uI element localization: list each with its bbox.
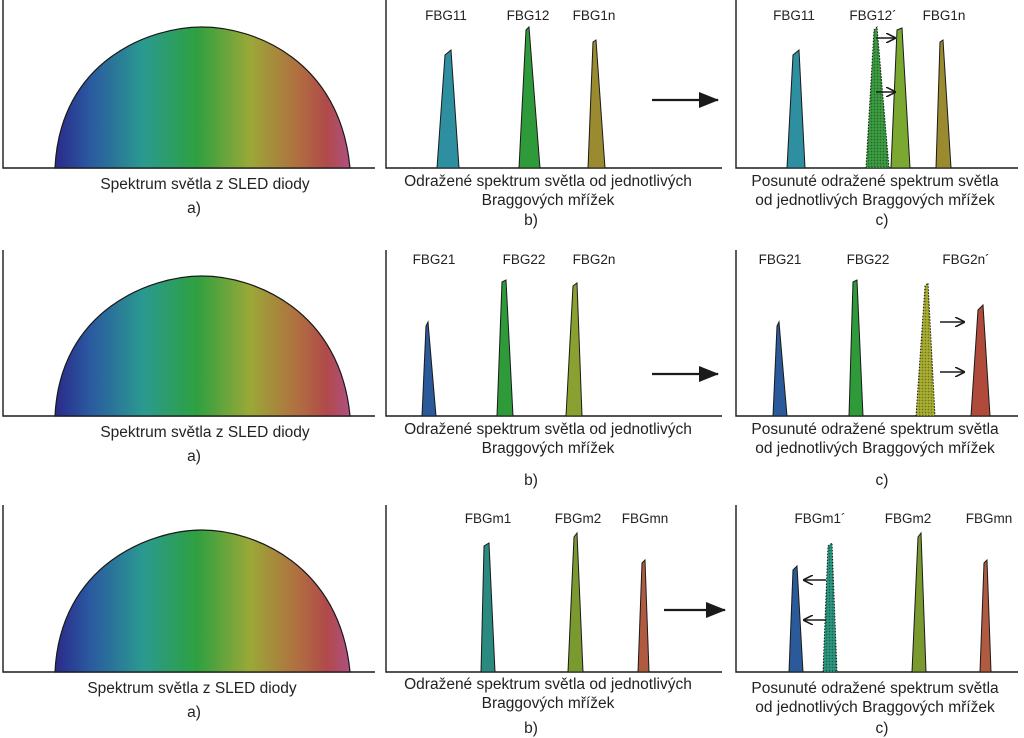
peak-label: FBGmn xyxy=(966,511,1013,526)
panel-a-letter: a) xyxy=(187,704,201,721)
peak-fbg1n xyxy=(935,39,952,169)
panel-b-caption-line1: Odražené spektrum světla od jednotlivých xyxy=(404,173,692,190)
peak-fbgm1-dotted xyxy=(823,543,837,672)
peak-label: FBG21 xyxy=(759,252,802,267)
sled-spectrum-dome xyxy=(54,275,351,417)
peak-label: FBG22 xyxy=(503,252,546,267)
peak-fbg11 xyxy=(786,48,806,169)
panel-c-shifted-spectrum: FBGm1´ FBGm2 FBGmn Posunuté odražené spe… xyxy=(735,505,1018,737)
peak-fbg2n-dotted xyxy=(916,283,935,416)
peak-fbgm1 xyxy=(480,542,496,673)
peak-fbg12 xyxy=(518,25,541,169)
peak-fbgm2 xyxy=(567,531,584,673)
panel-a-sled-spectrum: Spektrum světla z SLED diody a) xyxy=(2,505,375,721)
panel-b-letter: b) xyxy=(524,212,538,229)
peak-fbg2n xyxy=(565,282,583,417)
row-1: Spektrum světla z SLED diody a) FBG11 FB… xyxy=(2,0,1018,229)
peak-fbg22 xyxy=(848,279,864,417)
peak-fbg11 xyxy=(436,48,460,169)
panel-c-caption-line1: Posunuté odražené spektrum světla xyxy=(751,680,999,697)
peak-label: FBG2n xyxy=(573,252,616,267)
panel-c-letter: c) xyxy=(876,720,889,737)
sled-spectrum-dome xyxy=(54,26,351,169)
panel-c-caption-line2: od jednotlivých Braggových mřížek xyxy=(755,440,995,457)
sled-spectrum-dome xyxy=(54,529,351,673)
panel-b-caption-line2: Braggových mřížek xyxy=(482,192,615,209)
peak-fbg12-shifted xyxy=(890,27,911,169)
peak-label: FBG11 xyxy=(425,8,467,23)
panel-c-letter: c) xyxy=(876,472,889,489)
panel-a-caption: Spektrum světla z SLED diody xyxy=(100,424,310,441)
peak-label: FBG22 xyxy=(847,252,890,267)
peak-label: FBG12´ xyxy=(849,8,896,23)
panel-b-caption-line2: Braggových mřížek xyxy=(482,440,615,457)
panel-b-reflected-spectrum: FBG11 FBG12 FBG1n Odražené spektrum svět… xyxy=(385,0,722,229)
peak-label: FBG12 xyxy=(507,8,550,23)
peak-fbg12-dotted xyxy=(866,27,889,168)
peak-label: FBG1n xyxy=(923,8,966,23)
peak-fbgmn xyxy=(637,558,650,673)
panel-c-caption-line1: Posunuté odražené spektrum světla xyxy=(751,421,999,438)
panel-c-shifted-spectrum: FBG11 FBG12´ FBG1n Posunuté odražené spe… xyxy=(735,0,1018,229)
panel-b-reflected-spectrum: FBGm1 FBGm2 FBGmn Odražené spektrum svět… xyxy=(385,505,722,737)
peak-label: FBG2n´ xyxy=(942,252,989,267)
peak-label: FBGm2 xyxy=(555,511,602,526)
panel-a-sled-spectrum: Spektrum světla z SLED diody a) xyxy=(2,0,375,217)
panel-a-letter: a) xyxy=(187,200,201,217)
peak-label: FBG21 xyxy=(413,252,456,267)
peak-fbg2n-shifted xyxy=(970,303,991,417)
row-2: Spektrum světla z SLED diody a) FBG21 FB… xyxy=(2,250,1018,489)
peak-label: FBGm1 xyxy=(465,511,512,526)
panel-c-shifted-spectrum: FBG21 FBG22 FBG2n´ Posunuté odražené spe… xyxy=(735,250,1018,489)
peak-label: FBG11 xyxy=(773,8,815,23)
panel-b-letter: b) xyxy=(524,720,538,737)
peak-fbg21 xyxy=(421,320,437,417)
panel-c-caption-line1: Posunuté odražené spektrum světla xyxy=(751,173,999,190)
peak-fbg1n xyxy=(587,39,606,169)
panel-a-caption: Spektrum světla z SLED diody xyxy=(100,176,310,193)
peak-fbgm2 xyxy=(911,531,927,673)
panel-a-sled-spectrum: Spektrum světla z SLED diody a) xyxy=(2,250,375,465)
panel-c-caption-line2: od jednotlivých Braggových mřížek xyxy=(755,699,995,716)
peak-fbg21 xyxy=(772,320,788,417)
panel-b-letter: b) xyxy=(524,472,538,489)
panel-b-caption-line2: Braggových mřížek xyxy=(482,695,615,712)
panel-a-caption: Spektrum světla z SLED diody xyxy=(87,680,297,697)
panel-c-letter: c) xyxy=(876,212,889,229)
peak-fbg22 xyxy=(496,279,514,417)
peak-fbgm1-shifted xyxy=(788,564,804,673)
peak-label: FBGm2 xyxy=(885,511,932,526)
peak-label: FBG1n xyxy=(573,8,616,23)
panel-c-caption-line2: od jednotlivých Braggových mřížek xyxy=(755,192,995,209)
row-3: Spektrum světla z SLED diody a) FBGm1 FB… xyxy=(2,505,1018,737)
panel-b-reflected-spectrum: FBG21 FBG22 FBG2n Odražené spektrum svět… xyxy=(385,250,722,489)
panel-b-caption-line1: Odražené spektrum světla od jednotlivých xyxy=(404,676,692,693)
panel-a-letter: a) xyxy=(187,448,201,465)
peak-label: FBGm1´ xyxy=(794,511,845,526)
peak-label: FBGmn xyxy=(622,511,669,526)
peak-fbgmn xyxy=(979,558,992,673)
panel-b-caption-line1: Odražené spektrum světla od jednotlivých xyxy=(404,421,692,438)
